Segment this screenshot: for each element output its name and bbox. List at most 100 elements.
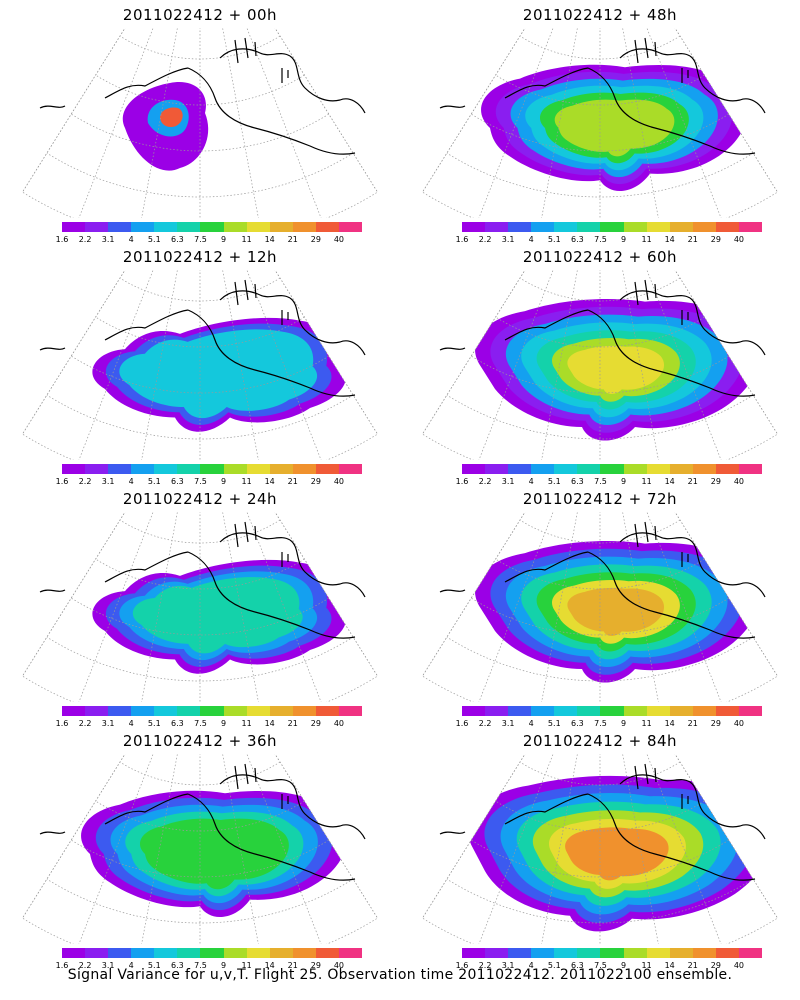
colorbar-swatch [200, 948, 224, 958]
colorbar-tick-label: 21 [687, 235, 698, 244]
forecast-panel: 2011022412 + 36h 1.6 2.2 3.1 4 5.1 6.3 7.5 9 11 14… [0, 726, 400, 970]
coastline [40, 763, 366, 881]
colorbar-swatch [623, 706, 647, 716]
colorbar-swatch [715, 948, 739, 958]
colorbar-swatch [669, 222, 693, 232]
colorbar-swatch [269, 948, 293, 958]
coastline [40, 37, 366, 155]
colorbar-tick-label: 29 [310, 961, 321, 970]
graticule [21, 270, 379, 460]
colorbar-tick-label: 11 [241, 961, 252, 970]
colorbar-tick-label: 7.5 [594, 477, 607, 486]
map-plot [21, 754, 379, 944]
colorbar-tick-label: 2.2 [78, 235, 92, 244]
colorbar-tick-label: 5.1 [547, 961, 561, 970]
colorbar-swatch [338, 706, 363, 716]
colorbar [62, 464, 363, 474]
colorbar-tick-label: 7.5 [194, 477, 207, 486]
colorbar-swatch [485, 948, 509, 958]
forecast-panel: 2011022412 + 48h 1.6 2.2 3.1 4 5.1 6.3 7.5 9 11 14… [400, 0, 800, 244]
colorbar-tick-label: 2.2 [78, 477, 92, 486]
colorbar-swatch [646, 948, 670, 958]
colorbar-tick-label: 3.1 [501, 235, 515, 244]
colorbar-swatch [715, 464, 739, 474]
colorbar-tick-label: 4 [528, 477, 534, 486]
colorbar-swatch [508, 222, 532, 232]
colorbar-tick-label: 11 [241, 719, 252, 728]
forecast-panel: 2011022412 + 72h 1.6 2.2 3.1 4 5.1 6.3 7.5 9 11 14… [400, 484, 800, 728]
colorbar-tick-label: 14 [664, 477, 675, 486]
colorbar-swatch [154, 464, 178, 474]
colorbar-tick-label: 6.3 [171, 719, 184, 728]
panel-title: 2011022412 + 60h [522, 248, 678, 266]
colorbar-tick-label: 5.1 [147, 235, 161, 244]
figure-caption: Signal Variance for u,v,T. Flight 25. Ob… [67, 967, 733, 983]
colorbar-tick-label: 21 [687, 961, 698, 970]
colorbar-swatch [154, 222, 178, 232]
colorbar-tick-label: 29 [310, 477, 321, 486]
colorbar-swatch [269, 222, 293, 232]
colorbar-swatch [338, 948, 363, 958]
coastline [40, 521, 366, 639]
panel-title: 2011022412 + 72h [522, 490, 678, 508]
colorbar-ticks: 1.6 2.2 3.1 4 5.1 6.3 7.5 9 11 14 21 29 40 [50, 477, 374, 487]
colorbar-swatch [154, 706, 178, 716]
colorbar-tick-label: 1.6 [55, 961, 69, 970]
colorbar-swatch [531, 464, 555, 474]
colorbar-swatch [715, 222, 739, 232]
variance-field [92, 559, 346, 674]
colorbar-tick-label: 11 [241, 235, 252, 244]
colorbar-swatch [246, 464, 270, 474]
colorbar-tick-label: 29 [710, 719, 721, 728]
colorbar-swatch [485, 464, 509, 474]
colorbar-swatch [131, 464, 155, 474]
colorbar-swatch [554, 948, 578, 958]
colorbar-tick-label: 40 [733, 477, 745, 486]
colorbar [462, 464, 763, 474]
colorbar [462, 948, 763, 958]
colorbar-swatch [646, 222, 670, 232]
colorbar-swatch [154, 948, 178, 958]
colorbar-swatch [577, 948, 601, 958]
colorbar-tick-label: 4 [128, 235, 134, 244]
colorbar-tick-label: 11 [641, 477, 652, 486]
colorbar-swatch [200, 222, 224, 232]
colorbar-tick-label: 40 [733, 961, 745, 970]
panel-title: 2011022412 + 36h [122, 732, 278, 750]
colorbar-tick-label: 3.1 [101, 961, 115, 970]
colorbar-tick-label: 6.3 [171, 235, 184, 244]
colorbar-swatch [246, 948, 270, 958]
colorbar-tick-label: 5.1 [147, 719, 161, 728]
colorbar-swatch [85, 706, 109, 716]
colorbar [62, 948, 363, 958]
map-plot [421, 512, 779, 702]
forecast-panel: 2011022412 + 60h 1.6 2.2 3.1 4 5.1 6.3 7.5 9 11 14… [400, 242, 800, 486]
map-plot [21, 28, 379, 218]
colorbar-tick-label: 9 [220, 477, 227, 486]
colorbar-swatch [692, 948, 716, 958]
colorbar-tick-label: 29 [710, 477, 721, 486]
colorbar-tick-label: 5.1 [147, 961, 161, 970]
colorbar-tick-label: 40 [333, 477, 345, 486]
colorbar-swatch [131, 706, 155, 716]
forecast-panel: 2011022412 + 84h 1.6 2.2 3.1 4 5.1 6.3 7.5 9 11 14… [400, 726, 800, 970]
colorbar-swatch [623, 464, 647, 474]
map-plot [21, 270, 379, 460]
colorbar-swatch [508, 706, 532, 716]
colorbar-swatch [292, 222, 316, 232]
colorbar-swatch [62, 222, 86, 232]
panel-title: 2011022412 + 00h [122, 6, 278, 24]
colorbar-tick-label: 9 [620, 235, 627, 244]
colorbar-swatch [669, 706, 693, 716]
colorbar-tick-label: 1.6 [55, 719, 69, 728]
colorbar-swatch [85, 948, 109, 958]
map-plot [421, 28, 779, 218]
colorbar-tick-label: 6.3 [571, 477, 584, 486]
colorbar-tick-label: 9 [220, 961, 227, 970]
colorbar-tick-label: 9 [620, 477, 627, 486]
colorbar-tick-label: 14 [264, 719, 275, 728]
variance-field [475, 298, 760, 441]
colorbar-swatch [108, 948, 132, 958]
colorbar-swatch [508, 464, 532, 474]
colorbar-tick-label: 7.5 [594, 719, 607, 728]
